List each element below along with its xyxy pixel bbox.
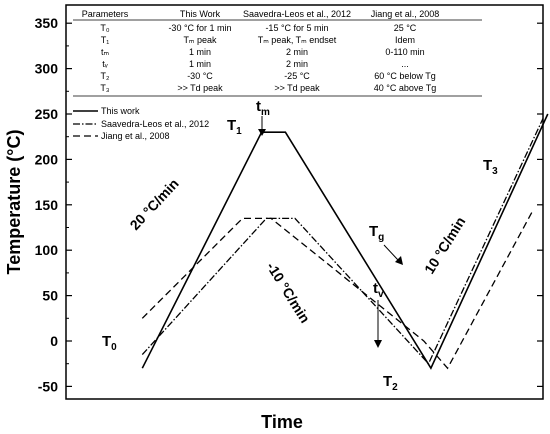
tg-arrow-shaft (383, 244, 399, 261)
table-cell: 2 min (286, 47, 308, 57)
legend-label-this-work: This work (101, 106, 140, 116)
table-cell: 1 min (189, 47, 211, 57)
table-cell: tᵥ (102, 59, 108, 69)
table-cell: T₂ (101, 71, 110, 81)
y-tick-label: 100 (35, 242, 59, 258)
annotation-rate-heating-2: 10 °C/min (421, 214, 468, 277)
table-cell: Idem (395, 35, 415, 45)
series-layer (141, 113, 549, 370)
table-cell: -30 °C (187, 71, 213, 81)
annotation-tm: tm (256, 98, 270, 118)
table-cell: 1 min (189, 59, 211, 69)
y-tick-label: 350 (35, 15, 59, 31)
table-header-cell: Jiang et al., 2008 (371, 9, 440, 19)
tv-arrow-head (374, 340, 382, 348)
annotation-rate-heating: 20 °C/min (126, 175, 181, 233)
tm-arrow-head (258, 129, 266, 136)
table-header-cell: This Work (180, 9, 221, 19)
annotation-t3: T3 (483, 157, 498, 177)
y-tick-label: 50 (42, 288, 58, 304)
legend-label-jiang: Jiang et al., 2008 (101, 131, 170, 141)
y-axis: -50 0 50 100 150 200 250 300 350 (35, 15, 543, 394)
y-tick-label: 250 (35, 106, 59, 122)
table-header-cell: Parameters (82, 9, 129, 19)
legend-label-saavedra: Saavedra-Leos et al., 2012 (101, 119, 209, 129)
annotation-t1: T1 (227, 117, 242, 137)
table-cell: T₀ (100, 23, 109, 33)
y-tick-label: 300 (35, 61, 59, 77)
table-cell: ... (401, 59, 409, 69)
table-cell: -25 °C (284, 71, 310, 81)
table-cell: T₁ (101, 35, 110, 45)
y-tick-label: 200 (35, 151, 59, 167)
table-cell: 40 °C above Tg (374, 83, 436, 93)
x-axis-title: Time (261, 412, 303, 432)
parameter-table: Parameters This Work Saavedra-Leos et al.,… (73, 9, 482, 97)
table-cell: >> Td peak (274, 83, 320, 93)
series-line-1 (141, 118, 544, 365)
table-cell: T₃ (100, 83, 109, 93)
table-cell: 25 °C (394, 23, 417, 33)
y-tick-label: 0 (50, 333, 58, 349)
table-cell: Tₘ peak (183, 35, 217, 45)
table-cell: tₘ (101, 47, 110, 57)
y-tick-label: 150 (35, 197, 59, 213)
plot-frame (65, 4, 544, 400)
series-line-0 (141, 113, 549, 370)
annotation-rate-cooling: -10 °C/min (263, 259, 313, 326)
table-cell: Tₘ peak, Tₘ endset (258, 35, 337, 45)
series-line-2 (141, 208, 535, 370)
y-axis-title: Temperature (°C) (4, 130, 24, 275)
tg-arrow-head (395, 256, 403, 265)
y-tick-label: -50 (38, 378, 58, 394)
table-cell: 60 °C below Tg (374, 71, 435, 81)
annotation-t2: T2 (383, 373, 398, 393)
table-cell: 0-110 min (385, 47, 424, 57)
legend: This work Saavedra-Leos et al., 2012 Jia… (73, 106, 209, 141)
table-header-cell: Saavedra-Leos et al., 2012 (243, 9, 351, 19)
annotation-tg: Tg (369, 223, 384, 243)
table-cell: -15 °C for 5 min (265, 23, 328, 33)
table-cell: >> Td peak (177, 83, 223, 93)
annotation-t0: T0 (102, 333, 117, 353)
table-cell: 2 min (286, 59, 308, 69)
table-cell: -30 °C for 1 min (168, 23, 231, 33)
annotation-tv: tv (373, 280, 384, 300)
